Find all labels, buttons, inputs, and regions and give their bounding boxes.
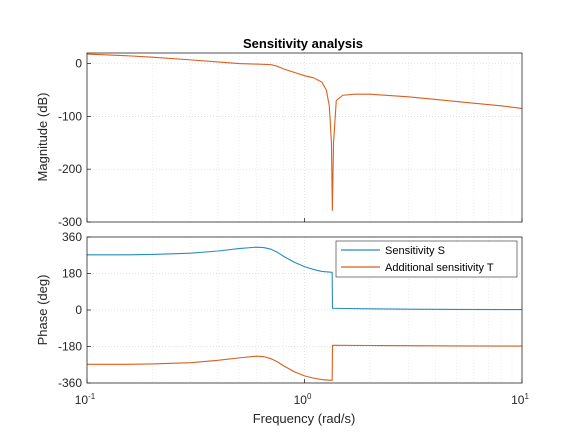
- legend-box: [335, 240, 518, 278]
- magnitude-lines: [86, 53, 523, 211]
- legend-label-sensitivity-s: Sensitivity S: [385, 245, 445, 257]
- phase-y-tick-label: 360: [62, 230, 82, 244]
- magnitude-axes: 0 -100 -200 -300 Magnitude (dB): [35, 52, 523, 229]
- phase-axes: 360 180 0 -180 -360 Phase (deg) Sensitivity …: [35, 230, 523, 390]
- magnitude-y-label: Magnitude (dB): [35, 93, 50, 182]
- phase-lines: [87, 246, 523, 381]
- phase-y-label: Phase (deg): [35, 275, 50, 346]
- phase-y-tick-label: 0: [75, 303, 82, 317]
- magnitude-series-t: [86, 53, 523, 211]
- magnitude-y-tick-label: -200: [58, 162, 82, 176]
- phase-y-ticks: 360 180 0 -180 -360: [58, 230, 91, 390]
- magnitude-y-tick-label: 0: [75, 57, 82, 71]
- magnitude-y-ticks: 0 -100 -200 -300: [58, 57, 91, 229]
- legend: Sensitivity S Additional sensitivity T: [335, 240, 518, 278]
- chart-title: Sensitivity analysis: [243, 36, 363, 51]
- phase-y-tick-label: 180: [62, 267, 82, 281]
- magnitude-y-tick-label: -100: [58, 109, 82, 123]
- phase-series-s: [87, 246, 523, 311]
- x-tick-label: 100: [294, 392, 312, 407]
- x-axis-label: Frequency (rad/s): [253, 411, 356, 426]
- phase-series-t: [87, 344, 523, 381]
- x-tick-label: 101: [511, 392, 529, 407]
- legend-label-additional-sensitivity-t: Additional sensitivity T: [385, 262, 494, 274]
- magnitude-y-tick-label: -300: [58, 215, 82, 229]
- x-tick-label: 10-1: [75, 392, 96, 407]
- phase-y-tick-label: -180: [58, 340, 82, 354]
- phase-y-tick-label: -360: [58, 376, 82, 390]
